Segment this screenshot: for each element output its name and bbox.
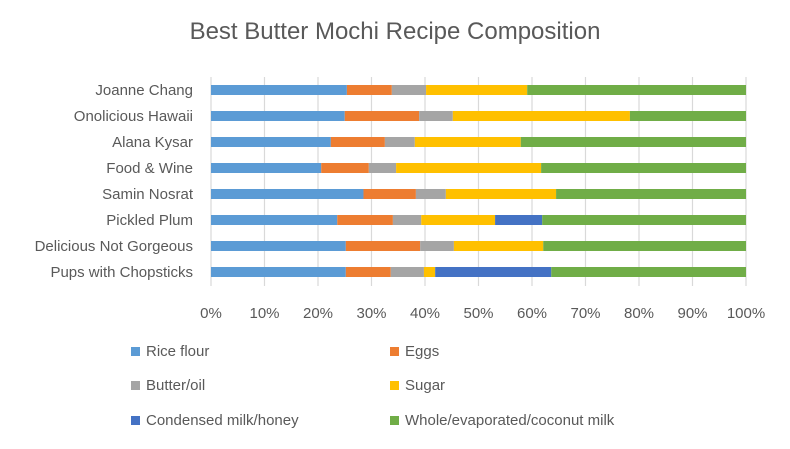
x-tick-label: 30% (356, 305, 386, 322)
bar-segment (527, 85, 746, 95)
bar-segment (321, 163, 369, 173)
legend-swatch (131, 416, 140, 425)
x-tick-label: 90% (677, 305, 707, 322)
bar-segment (421, 215, 496, 225)
bar-segment (345, 267, 391, 277)
bar-segment (211, 111, 345, 121)
category-label: Delicious Not Gorgeous (35, 238, 193, 255)
x-tick-label: 70% (570, 305, 600, 322)
bar-segment (551, 267, 746, 277)
x-tick-label: 80% (624, 305, 654, 322)
bar-segment (414, 137, 521, 147)
bar-segment (520, 137, 746, 147)
bar-segment (363, 189, 416, 199)
legend-item: Eggs (390, 343, 439, 360)
bar-segment (211, 215, 338, 225)
legend-label: Sugar (405, 377, 446, 394)
bar-segment (346, 85, 392, 95)
bar-segment (423, 267, 436, 277)
bar-segment (543, 241, 746, 251)
legend-item: Sugar (390, 377, 445, 394)
bar-segment (495, 215, 543, 225)
bar-segment (211, 85, 347, 95)
x-tick-label: 0% (200, 305, 222, 322)
bar-segment (211, 163, 322, 173)
bar-segment (337, 215, 393, 225)
bar-segment (392, 215, 422, 225)
legend-swatch (131, 347, 140, 356)
legend-item: Whole/evaporated/coconut milk (390, 412, 614, 429)
bar-segment (390, 267, 424, 277)
bar-segment (345, 241, 421, 251)
bar-segment (419, 111, 453, 121)
x-tick-label: 50% (463, 305, 493, 322)
category-label: Onolicious Hawaii (74, 108, 193, 125)
bar-segment (396, 163, 542, 173)
category-label: Samin Nosrat (102, 186, 194, 203)
legend-item: Butter/oil (131, 377, 205, 394)
bar-segment (426, 85, 528, 95)
legend-swatch (390, 381, 399, 390)
legend-label: Condensed milk/honey (146, 412, 299, 429)
bar-segment (211, 241, 346, 251)
legend-label: Rice flour (146, 343, 210, 360)
x-tick-label: 40% (410, 305, 440, 322)
bar-segment (445, 189, 557, 199)
legend-swatch (390, 347, 399, 356)
bar-segment (541, 163, 746, 173)
bar-segment (542, 215, 746, 225)
category-label: Alana Kysar (112, 134, 193, 151)
bar-segment (452, 111, 630, 121)
legend-swatch (390, 416, 399, 425)
bar-segment (453, 241, 544, 251)
x-tick-label: 100% (727, 305, 765, 322)
bar-segment (330, 137, 385, 147)
category-label: Food & Wine (106, 160, 193, 177)
legend-label: Butter/oil (146, 377, 206, 394)
legend-swatch (131, 381, 140, 390)
category-label: Pickled Plum (106, 212, 193, 229)
x-tick-label: 20% (303, 305, 333, 322)
legend-label: Eggs (405, 343, 440, 360)
bar-segment (435, 267, 552, 277)
bar-segment (344, 111, 420, 121)
bar-segment (211, 137, 331, 147)
bar-segment (420, 241, 454, 251)
category-label: Pups with Chopsticks (50, 264, 193, 281)
bar-segment (211, 189, 364, 199)
bar-segment (556, 189, 746, 199)
legend-label: Whole/evaporated/coconut milk (405, 412, 615, 429)
bar-segment (368, 163, 397, 173)
bar-segment (391, 85, 427, 95)
x-tick-label: 60% (517, 305, 547, 322)
category-label: Joanne Chang (95, 82, 193, 99)
x-tick-label: 10% (249, 305, 279, 322)
bar-segment (629, 111, 746, 121)
legend-item: Rice flour (131, 343, 209, 360)
bar-segment (211, 267, 346, 277)
legend-item: Condensed milk/honey (131, 412, 299, 429)
bar-segment (384, 137, 415, 147)
bar-segment (415, 189, 446, 199)
chart-title: Best Butter Mochi Recipe Composition (189, 18, 601, 45)
